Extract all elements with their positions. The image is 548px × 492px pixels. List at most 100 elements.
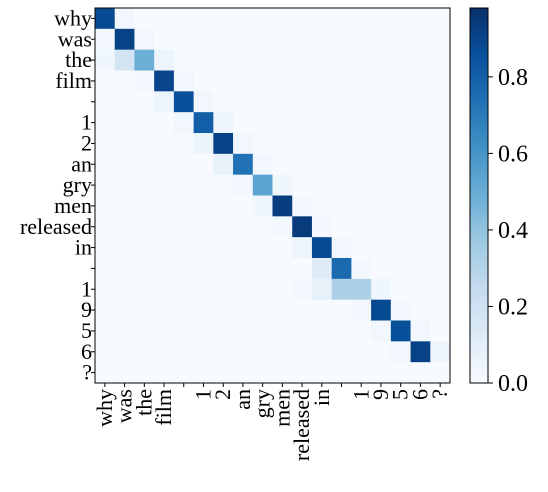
heatmap-cell: [351, 49, 372, 71]
heatmap-cell: [114, 195, 135, 217]
heatmap-cell: [114, 237, 135, 259]
x-tick-label: the: [131, 389, 156, 416]
heatmap-cell: [233, 8, 254, 30]
heatmap-cell: [114, 133, 135, 155]
heatmap-cell: [390, 112, 411, 134]
heatmap-cell: [371, 278, 392, 301]
heatmap-cell: [95, 278, 116, 301]
heatmap-cell: [430, 320, 451, 342]
heatmap-cell: [311, 341, 333, 363]
heatmap-cell: [292, 258, 313, 280]
heatmap-cell: [410, 28, 431, 51]
heatmap-cell: [331, 237, 352, 259]
heatmap-cell: [390, 8, 411, 30]
heatmap-cell: [233, 91, 254, 113]
colorbar-tick-label: 0.4: [498, 218, 528, 244]
y-tick-label: 2: [81, 130, 92, 155]
heatmap-cell: [331, 91, 352, 113]
heatmap-cell: [134, 278, 155, 301]
heatmap-cell: [272, 341, 293, 363]
heatmap-cell: [233, 299, 254, 321]
heatmap-cell: [134, 362, 155, 384]
heatmap-cell: [233, 278, 254, 301]
colorbar: 0.0 0.2 0.4 0.6 0.8: [469, 7, 528, 397]
heatmap-cell: [390, 195, 411, 217]
heatmap-cell: [134, 70, 155, 92]
heatmap-cell: [193, 320, 214, 342]
heatmap-cell: [95, 195, 116, 217]
y-tick-label: 6: [81, 339, 92, 364]
heatmap-cell: [410, 8, 431, 30]
heatmap-cell: [371, 49, 392, 71]
heatmap-cell: [114, 153, 135, 176]
heatmap-cell: [252, 278, 273, 301]
heatmap-cell: [311, 362, 333, 384]
heatmap-cell: [173, 91, 195, 113]
heatmap-cell: [311, 258, 333, 280]
colorbar-tick-label: 0.2: [498, 294, 528, 320]
heatmap-cell: [134, 133, 155, 155]
heatmap-cell: [193, 299, 214, 321]
heatmap-cell: [252, 153, 273, 176]
heatmap-cell: [95, 8, 116, 30]
heatmap-cell: [114, 216, 135, 238]
heatmap-cell: [134, 237, 155, 259]
heatmap-cell: [252, 174, 273, 196]
heatmap-cell: [272, 320, 293, 342]
heatmap-cell: [351, 320, 372, 342]
heatmap-cell: [390, 153, 411, 176]
heatmap-cell: [430, 362, 451, 384]
heatmap-cell: [252, 320, 273, 342]
heatmap-cell: [371, 91, 392, 113]
heatmap-cell: [331, 320, 352, 342]
heatmap-cell: [95, 320, 116, 342]
y-tick-label: why: [54, 5, 92, 30]
heatmap-cell: [134, 258, 155, 280]
heatmap-cell: [252, 216, 273, 238]
heatmap-cell: [331, 49, 352, 71]
heatmap-cell: [114, 49, 135, 71]
heatmap-cell: [311, 174, 333, 196]
x-tick-label: 6: [407, 389, 432, 400]
heatmap-cell: [233, 112, 254, 134]
heatmap-cell: [134, 216, 155, 238]
heatmap-cell: [430, 112, 451, 134]
heatmap-cell: [154, 341, 175, 363]
heatmap-cell: [292, 299, 313, 321]
heatmap-cell: [114, 278, 135, 301]
heatmap-cell: [233, 341, 254, 363]
heatmap-cell: [430, 153, 451, 176]
heatmap-cell: [311, 91, 333, 113]
heatmap-cell: [430, 70, 451, 92]
heatmap-cell: [292, 112, 313, 134]
heatmap-cell: [272, 362, 293, 384]
heatmap-cell: [351, 237, 372, 259]
heatmap-cell: [173, 320, 195, 342]
heatmap-cell: [390, 216, 411, 238]
heatmap-cell: [213, 258, 234, 280]
heatmap-cell: [173, 153, 195, 176]
heatmap-cell: [233, 174, 254, 196]
y-tick-label: 9: [81, 297, 92, 322]
heatmap-cell: [154, 216, 175, 238]
heatmap-cell: [351, 133, 372, 155]
y-tick-label: 1: [81, 110, 92, 135]
heatmap-cell: [193, 362, 214, 384]
heatmap-cell: [233, 320, 254, 342]
y-tick-label: released: [20, 214, 92, 239]
heatmap-cell: [272, 299, 293, 321]
heatmap-cell: [233, 258, 254, 280]
heatmap-cell: [272, 174, 293, 196]
heatmap-cell: [331, 362, 352, 384]
heatmap-cell: [351, 28, 372, 51]
heatmap-cell: [193, 133, 214, 155]
heatmap-cell: [233, 28, 254, 51]
heatmap-cell: [193, 70, 214, 92]
heatmap-cell: [272, 49, 293, 71]
x-tick-label: gry: [250, 389, 275, 418]
heatmap-cell: [430, 49, 451, 71]
heatmap-cell: [292, 70, 313, 92]
heatmap-cell: [154, 49, 175, 71]
heatmap-cell: [292, 341, 313, 363]
heatmap-cell: [311, 216, 333, 238]
